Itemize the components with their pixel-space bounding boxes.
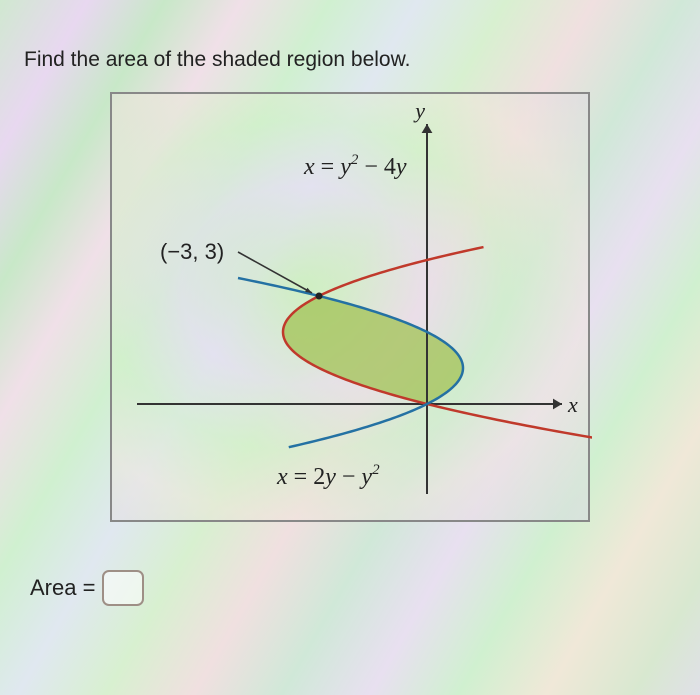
area-label: Area = [30,575,95,601]
y-axis-arrow [422,124,433,133]
intersection-point [316,293,323,300]
area-input[interactable] [102,570,144,606]
figure-svg: x y x = y2 − 4y x = 2y − y2 (−3, 3) [112,94,592,524]
intersection-label: (−3, 3) [160,239,224,264]
answer-row: Area = [30,570,682,606]
y-axis-label: y [413,98,425,123]
problem-text: Find the area of the shaded region below… [24,48,682,72]
x-axis-arrow [553,399,562,410]
blue-curve-label: x = 2y − y2 [276,462,380,490]
figure-panel: x y x = y2 − 4y x = 2y − y2 (−3, 3) [110,92,590,522]
red-curve-label: x = y2 − 4y [303,152,407,180]
x-axis-label: x [567,392,578,417]
